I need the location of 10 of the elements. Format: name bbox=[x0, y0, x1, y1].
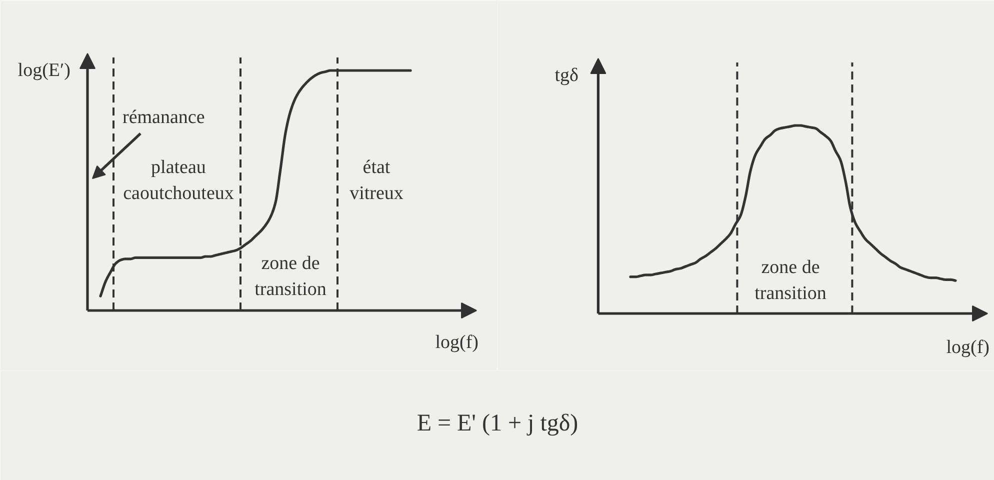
x-axis-title: log(f) bbox=[946, 337, 990, 358]
annotation: état vitreux bbox=[350, 156, 404, 204]
annotation: rémanance bbox=[122, 107, 205, 128]
annotation: plateau caoutchouteux bbox=[123, 156, 234, 204]
text: E = E' (1 + j tgδ) bbox=[416, 410, 578, 436]
y-axis-title: tgδ bbox=[554, 65, 579, 86]
annotation: zone de transition bbox=[754, 256, 827, 304]
annotation: zone de transition bbox=[254, 252, 327, 300]
x-axis-title: log(f) bbox=[435, 332, 479, 353]
y-axis-title: log(E′) bbox=[18, 60, 71, 81]
